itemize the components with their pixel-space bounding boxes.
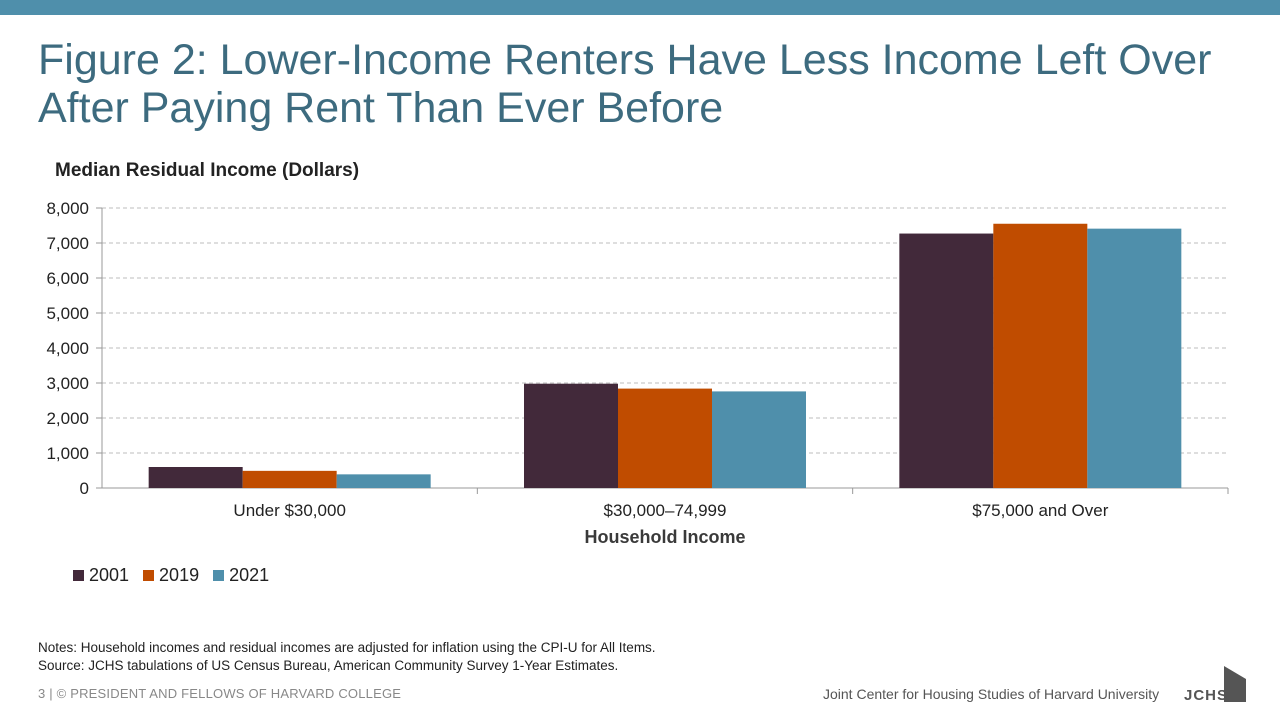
top-accent-bar — [0, 0, 1280, 15]
bar-2001 — [148, 467, 243, 488]
y-tick-label: 4,000 — [46, 339, 89, 358]
y-tick-label: 3,000 — [46, 374, 89, 393]
legend-swatch — [73, 570, 84, 581]
bar-2019 — [242, 470, 337, 488]
chart-legend: 2001 2019 2021 — [73, 565, 269, 586]
y-tick-label: 7,000 — [46, 234, 89, 253]
legend-item-2001: 2001 — [73, 565, 129, 586]
y-tick-label: 2,000 — [46, 409, 89, 428]
y-tick-label: 5,000 — [46, 304, 89, 323]
y-tick-label: 8,000 — [46, 199, 89, 218]
source-line: Source: JCHS tabulations of US Census Bu… — [38, 658, 619, 673]
notes: Notes: Household incomes and residual in… — [38, 639, 656, 675]
bar-2001 — [524, 383, 618, 488]
legend-label: 2019 — [159, 565, 200, 585]
logo-house-shape — [1224, 666, 1246, 702]
legend-item-2019: 2019 — [143, 565, 199, 586]
title-line-1: Figure 2: Lower-Income Renters Have Less… — [38, 36, 1212, 84]
y-tick-label: 0 — [80, 479, 89, 498]
y-tick-label: 6,000 — [46, 269, 89, 288]
footer-organization: Joint Center for Housing Studies of Harv… — [823, 686, 1160, 702]
x-tick-label: $75,000 and Over — [972, 501, 1108, 520]
bar-2021 — [1087, 228, 1182, 488]
bar-2019 — [618, 388, 712, 488]
bar-chart: 0 1,000 2,000 3,000 4,000 5,000 6,000 7,000 8,00… — [46, 199, 1229, 520]
bar-2001 — [899, 233, 994, 488]
legend-label: 2021 — [229, 565, 270, 585]
legend-item-2021: 2021 — [213, 565, 269, 586]
footer-copyright: 3 | © PRESIDENT AND FELLOWS OF HARVARD C… — [38, 686, 402, 701]
x-tick-label: $30,000–74,999 — [604, 501, 727, 520]
jchs-logo: JCHS — [1184, 666, 1246, 704]
legend-swatch — [213, 570, 225, 581]
slide-title: Figure 2: Lower-Income Renters Have Less… — [38, 36, 1258, 132]
y-axis-label: Median Residual Income (Dollars) — [55, 160, 360, 181]
y-tick-label: 1,000 — [46, 444, 89, 463]
bar-2021 — [712, 391, 806, 488]
x-tick-label: Under $30,000 — [233, 501, 345, 520]
legend-swatch — [143, 570, 155, 581]
bar-2019 — [993, 223, 1088, 488]
logo-text: JCHS — [1184, 687, 1228, 704]
legend-label: 2001 — [89, 565, 130, 585]
notes-line: Notes: Household incomes and residual in… — [38, 640, 656, 655]
title-line-2: After Paying Rent Than Ever Before — [38, 84, 724, 132]
x-axis-label: Household Income — [584, 527, 746, 547]
bar-2021 — [336, 474, 431, 488]
